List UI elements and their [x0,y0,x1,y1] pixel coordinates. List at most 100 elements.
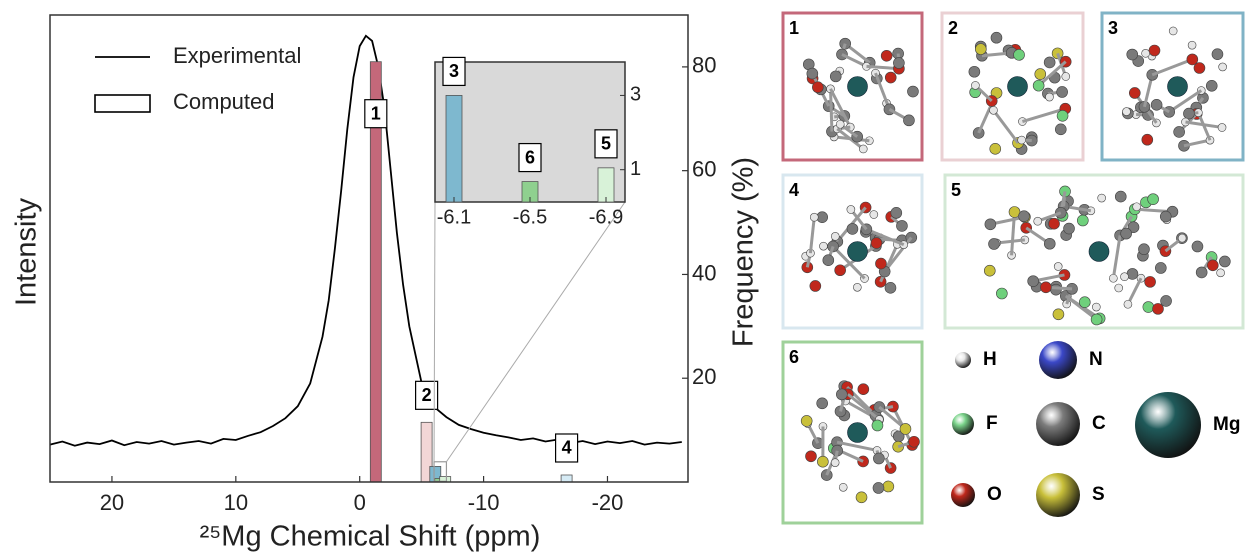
atom [870,211,878,219]
bar-label: 2 [422,385,432,405]
atom [1143,302,1154,313]
atom [1019,211,1030,222]
atom [847,205,855,213]
atom [1124,300,1132,308]
atom [830,71,841,82]
atom [1034,217,1042,225]
atom [1138,244,1149,255]
atom [1064,223,1075,234]
atom [1219,256,1230,267]
structure-label: 4 [789,180,799,200]
atom [1192,241,1203,252]
atom [1161,295,1172,306]
atom-legend-label: S [1092,484,1105,505]
atom-legend-icon [951,483,975,507]
atom [831,459,839,467]
mg-atom [848,77,868,97]
atom [1178,234,1186,242]
atom [1091,314,1102,325]
atom-legend-label: F [986,413,998,434]
inset-y-tick-label: 1 [630,158,641,180]
y2-tick-label: 20 [692,364,716,389]
atom [1050,284,1061,295]
structure-label: 1 [789,18,799,38]
y2-tick-label: 80 [692,53,716,78]
atom [1218,123,1226,131]
atom-legend-label: Mg [1213,414,1240,435]
atom [1057,110,1068,121]
atom-legend-icon [1039,341,1077,379]
atom [896,220,907,231]
atom [971,81,979,89]
atom-legend-icon [952,413,974,435]
atom [1098,194,1106,202]
atom [1142,134,1153,145]
inset-bar [446,95,462,202]
legend-label: Computed [173,89,275,114]
atom [1123,108,1131,116]
y2-tick-label: 40 [692,260,716,285]
atom [996,288,1007,299]
atom [859,145,867,153]
atom [836,120,844,128]
atom [817,456,828,467]
atom [900,423,911,434]
atom [831,232,839,240]
atom [812,82,823,93]
atom [908,436,919,447]
atom [1014,49,1025,60]
figure: ²⁵Mg Chemical Shift (ppm) Intensity Freq… [0,0,1246,559]
atom [1057,86,1068,97]
atom [1212,49,1223,60]
atom-legend-icon [1036,473,1080,517]
mg-atom [1008,77,1028,97]
atom [991,32,1002,43]
atom [807,68,818,79]
atom [1045,93,1053,101]
atom [817,398,828,409]
bar-label: 5 [601,134,611,154]
atom [1055,124,1066,135]
y2-axis-label: Frequency (%) [728,157,760,347]
atom [1053,309,1064,320]
atom [985,219,996,230]
atom [1077,215,1088,226]
atom [1133,203,1141,211]
atom [1129,87,1140,98]
atom [1109,274,1117,282]
atom [1217,269,1225,277]
atom [1155,262,1166,273]
inset-x-tick-label: -6.5 [513,206,547,228]
atom [1092,303,1100,311]
atom [801,415,812,426]
x-axis-label: ²⁵Mg Chemical Shift (ppm) [200,521,541,553]
atom [1207,260,1218,271]
atom [1174,126,1185,137]
atom [1062,72,1070,80]
mg-atom [1089,242,1109,262]
atom [881,50,892,61]
bar-label: 6 [525,147,535,167]
atom [893,57,904,68]
structure-label: 2 [948,18,958,38]
atom [1149,45,1160,56]
atom [823,255,834,266]
mg-atom [848,242,868,262]
atom [885,282,896,293]
inset-x-tick-label: -6.1 [437,206,471,228]
atom [1049,218,1060,229]
atom [873,453,884,464]
zoom-connector [446,202,625,462]
bar-label: 3 [449,61,459,81]
atom [1115,191,1126,202]
y-axis-label: Intensity [11,198,43,306]
atom [969,66,980,77]
atom [872,420,883,431]
atom [1033,80,1044,91]
atom [805,451,816,462]
atom [903,115,914,126]
structure-label: 5 [951,180,961,200]
atom-legend-icon [955,352,971,368]
atom [1183,108,1194,119]
x-tick-label: -10 [468,490,500,515]
